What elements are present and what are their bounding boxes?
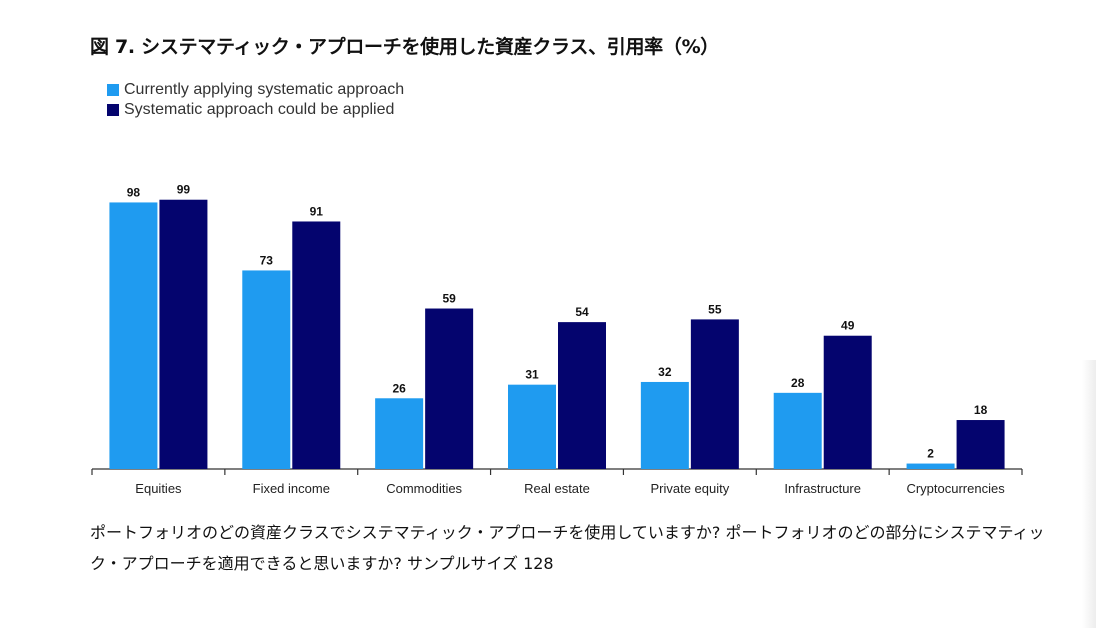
bar-current [375, 398, 424, 469]
data-label: 26 [392, 381, 406, 395]
bar-potential [823, 335, 872, 469]
legend-swatch-current [107, 84, 119, 96]
data-label: 59 [442, 292, 456, 306]
data-label: 18 [974, 403, 988, 417]
bar-potential [558, 322, 606, 469]
legend: Currently applying systematic approach S… [107, 80, 404, 120]
x-tick-label: Fixed income [253, 481, 330, 496]
x-tick-label: Cryptocurrencies [906, 481, 1005, 496]
data-label: 31 [525, 368, 539, 382]
legend-item-current: Currently applying systematic approach [107, 80, 404, 100]
bar-potential [425, 308, 474, 469]
chart-title: 図 7. システマティック・アプローチを使用した資産クラス、引用率（%） [90, 36, 720, 58]
legend-swatch-potential [107, 104, 119, 116]
data-label: 28 [791, 376, 805, 390]
survey-note: ポートフォリオのどの資産クラスでシステマティック・アプローチを使用していますか?… [90, 523, 1045, 573]
legend-label-potential: Systematic approach could be applied [124, 101, 395, 118]
bar-current [773, 392, 822, 469]
x-tick-label: Real estate [524, 481, 590, 496]
data-label: 98 [127, 185, 141, 199]
bar-potential [292, 221, 341, 469]
data-label: 55 [708, 302, 722, 316]
legend-item-potential: Systematic approach could be applied [107, 100, 404, 120]
data-label: 91 [310, 204, 324, 218]
edge-shadow [1082, 360, 1096, 628]
x-tick-label: Infrastructure [784, 481, 861, 496]
data-label: 49 [841, 319, 855, 333]
data-label: 32 [658, 365, 672, 379]
legend-label-current: Currently applying systematic approach [124, 81, 405, 98]
data-label: 99 [177, 183, 191, 197]
x-tick-label: Commodities [386, 481, 462, 496]
bar-current [906, 463, 955, 469]
bar-current [508, 384, 556, 469]
x-tick-label: Private equity [650, 481, 729, 496]
bar-potential [956, 420, 1005, 469]
data-label: 54 [575, 305, 589, 319]
bar-current [109, 202, 158, 469]
bar-current [640, 381, 689, 469]
data-label: 2 [927, 447, 934, 461]
x-tick-label: Equities [135, 481, 182, 496]
data-label: 73 [260, 253, 274, 267]
bar-current [242, 270, 291, 469]
bar-potential [159, 199, 208, 469]
bar-potential [690, 319, 739, 469]
